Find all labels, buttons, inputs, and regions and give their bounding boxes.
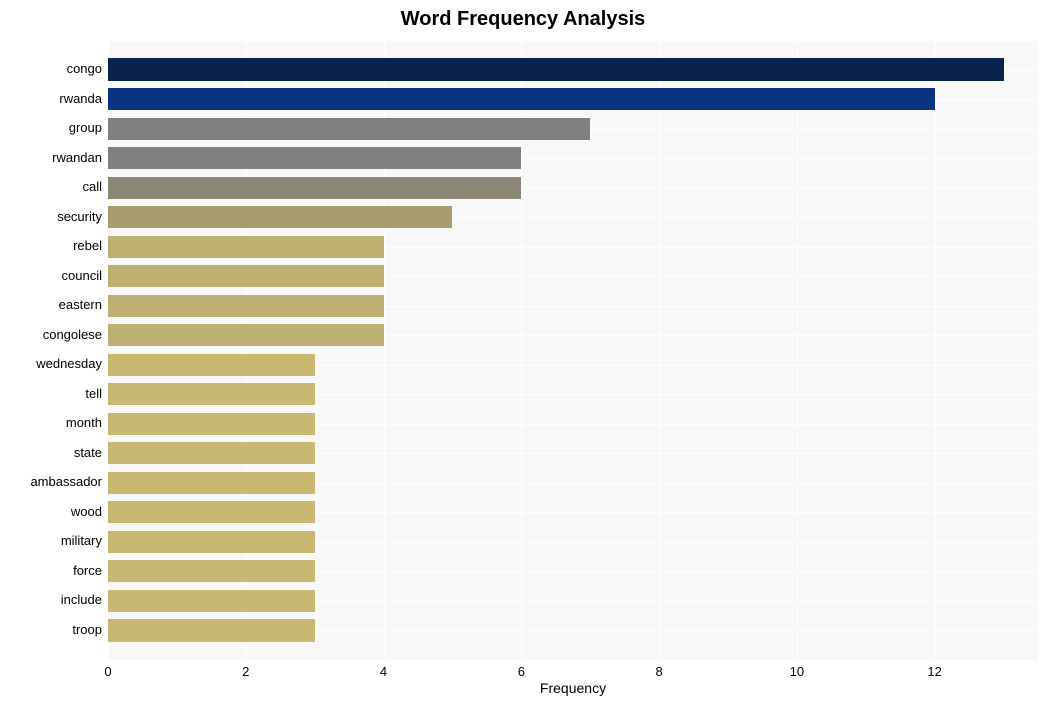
y-tick-label: eastern	[59, 297, 102, 312]
y-tick-label: rebel	[73, 238, 102, 253]
bar	[108, 383, 315, 405]
y-tick-label: state	[74, 445, 102, 460]
bar	[108, 324, 384, 346]
y-tick-label: month	[66, 415, 102, 430]
y-tick-label: military	[61, 533, 102, 548]
bar	[108, 413, 315, 435]
grid-vertical	[935, 40, 936, 660]
bar	[108, 58, 1004, 80]
bar	[108, 354, 315, 376]
y-tick-label: security	[57, 209, 102, 224]
y-tick-label: congolese	[43, 327, 102, 342]
bar	[108, 177, 521, 199]
y-tick-label: group	[69, 120, 102, 135]
bar	[108, 442, 315, 464]
bar	[108, 295, 384, 317]
grid-vertical	[797, 40, 798, 660]
y-tick-label: ambassador	[30, 474, 102, 489]
y-tick-label: rwanda	[59, 91, 102, 106]
bar	[108, 560, 315, 582]
y-tick-label: wednesday	[36, 356, 102, 371]
bar	[108, 118, 590, 140]
x-axis-title: Frequency	[108, 680, 1038, 696]
x-tick-label: 2	[242, 664, 249, 679]
grid-horizontal	[108, 40, 1038, 41]
y-tick-label: wood	[71, 504, 102, 519]
grid-vertical	[659, 40, 660, 660]
y-tick-label: tell	[85, 386, 102, 401]
bar	[108, 501, 315, 523]
bar	[108, 619, 315, 641]
y-tick-label: force	[73, 563, 102, 578]
x-tick-label: 6	[518, 664, 525, 679]
bar	[108, 531, 315, 553]
bar	[108, 147, 521, 169]
y-tick-label: rwandan	[52, 150, 102, 165]
y-tick-label: include	[61, 592, 102, 607]
y-tick-label: troop	[72, 622, 102, 637]
plot-area	[108, 40, 1038, 660]
bar	[108, 472, 315, 494]
x-tick-label: 4	[380, 664, 387, 679]
chart-title: Word Frequency Analysis	[0, 8, 1046, 31]
chart-container: Word Frequency Analysis Frequency 0 2 4 6 8 1…	[0, 0, 1046, 701]
bar	[108, 236, 384, 258]
x-tick-label: 8	[655, 664, 662, 679]
x-tick-label: 0	[104, 664, 111, 679]
bar	[108, 265, 384, 287]
bar	[108, 590, 315, 612]
y-tick-label: congo	[67, 61, 102, 76]
grid-horizontal	[108, 660, 1038, 661]
y-tick-label: council	[62, 268, 102, 283]
y-tick-label: call	[82, 179, 102, 194]
bar	[108, 88, 935, 110]
x-tick-label: 10	[790, 664, 804, 679]
x-tick-label: 12	[927, 664, 941, 679]
bar	[108, 206, 452, 228]
